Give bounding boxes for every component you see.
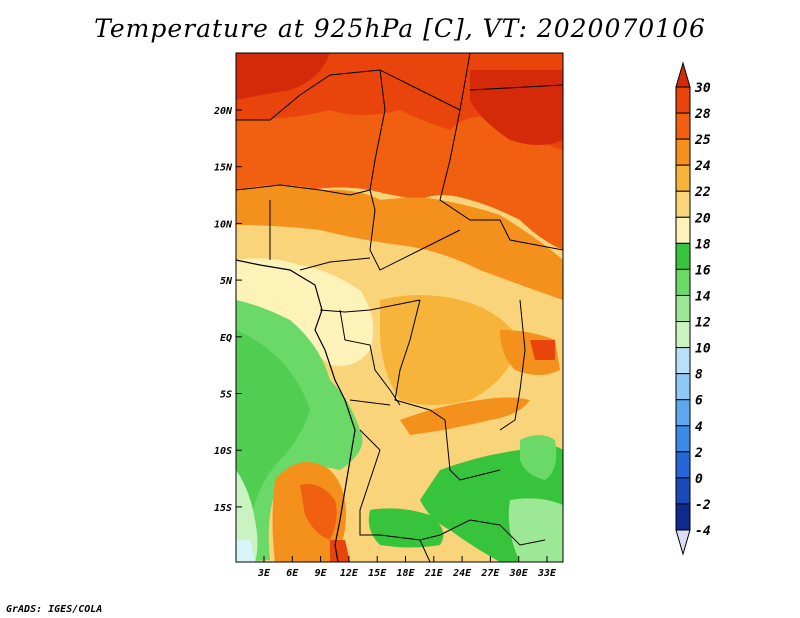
colorbar-label: 24 <box>694 159 711 174</box>
colorbar-label: 14 <box>695 289 711 304</box>
lon-tick-label: 30E <box>509 568 529 579</box>
colorbar-segment <box>675 268 691 296</box>
colorbar-bottom-arrow <box>675 529 691 556</box>
colorbar-label: 0 <box>695 472 703 487</box>
lon-tick-label: 9E <box>315 568 328 579</box>
map-title: Temperature at 925hPa [C], VT: 202007010… <box>94 14 706 43</box>
longitude-axis: 3E 6E 9E 12E 15E 18E 21E 24E 27E 30E 33E <box>257 556 557 579</box>
lon-tick-label: 12E <box>340 568 359 579</box>
colorbar-segment <box>675 138 691 166</box>
latitude-axis: 20N 15N 10N 5N EQ 5S 10S 15S <box>213 106 242 514</box>
map-frame <box>235 52 564 563</box>
colorbar-label: 6 <box>695 394 703 409</box>
colorbar-label: 30 <box>694 81 711 96</box>
lat-tick-label: 20N <box>213 106 233 117</box>
colorbar-label: 2 <box>694 446 703 461</box>
colorbar-segment <box>675 86 691 114</box>
lon-tick-label: 3E <box>257 568 271 579</box>
country-borders <box>236 53 563 562</box>
colorbar-label: 12 <box>695 316 711 331</box>
lon-tick-label: 24E <box>452 568 472 579</box>
colorbar-label: 4 <box>695 420 703 435</box>
lon-tick-label: 6E <box>286 568 299 579</box>
colorbar-label: 25 <box>694 133 711 148</box>
colorbar-segment <box>675 425 691 453</box>
colorbar-segment <box>675 294 691 323</box>
colorbar-segment <box>675 373 691 401</box>
lat-tick-label: 5N <box>220 276 233 287</box>
colorbar-segment <box>675 451 691 479</box>
colorbar-segment <box>675 399 691 427</box>
lat-tick-label: EQ <box>220 333 232 344</box>
colorbar-label: 28 <box>694 107 711 122</box>
colorbar-segment <box>675 112 691 140</box>
credit-text: GrADS: IGES/COLA <box>6 604 103 615</box>
colorbar-segment <box>675 190 691 218</box>
coastline <box>236 259 356 562</box>
colorbar-segment <box>675 477 691 505</box>
lat-tick-label: 10N <box>214 219 233 230</box>
colorbar-label: -2 <box>695 498 711 513</box>
colorbar-label: 20 <box>694 211 711 226</box>
lat-tick-label: 10S <box>214 446 232 457</box>
colorbar-label: 10 <box>695 342 711 357</box>
lon-tick-label: 18E <box>396 568 415 579</box>
colorbar-segment <box>675 347 691 375</box>
colorbar-label: -4 <box>695 524 711 539</box>
lat-tick-label: 15N <box>214 163 233 174</box>
colorbar-label: 18 <box>695 237 711 252</box>
temperature-field <box>236 53 563 562</box>
lon-tick-label: 21E <box>424 568 444 579</box>
lat-tick-label: 15S <box>214 503 232 514</box>
colorbar-segment <box>675 321 691 349</box>
colorbar-label: 22 <box>694 185 711 200</box>
colorbar-segment <box>675 164 691 192</box>
colorbar-label: 8 <box>695 368 703 383</box>
colorbar-label: 16 <box>695 263 711 278</box>
colorbar-top-arrow <box>675 61 691 88</box>
lat-tick-label: 5S <box>220 390 232 401</box>
colorbar-segment <box>675 503 691 531</box>
lon-tick-label: 33E <box>537 568 557 579</box>
lon-tick-label: 15E <box>368 568 387 579</box>
colorbar-segment <box>675 242 691 270</box>
colorbar-segment <box>675 216 691 244</box>
lon-tick-label: 27E <box>480 568 500 579</box>
